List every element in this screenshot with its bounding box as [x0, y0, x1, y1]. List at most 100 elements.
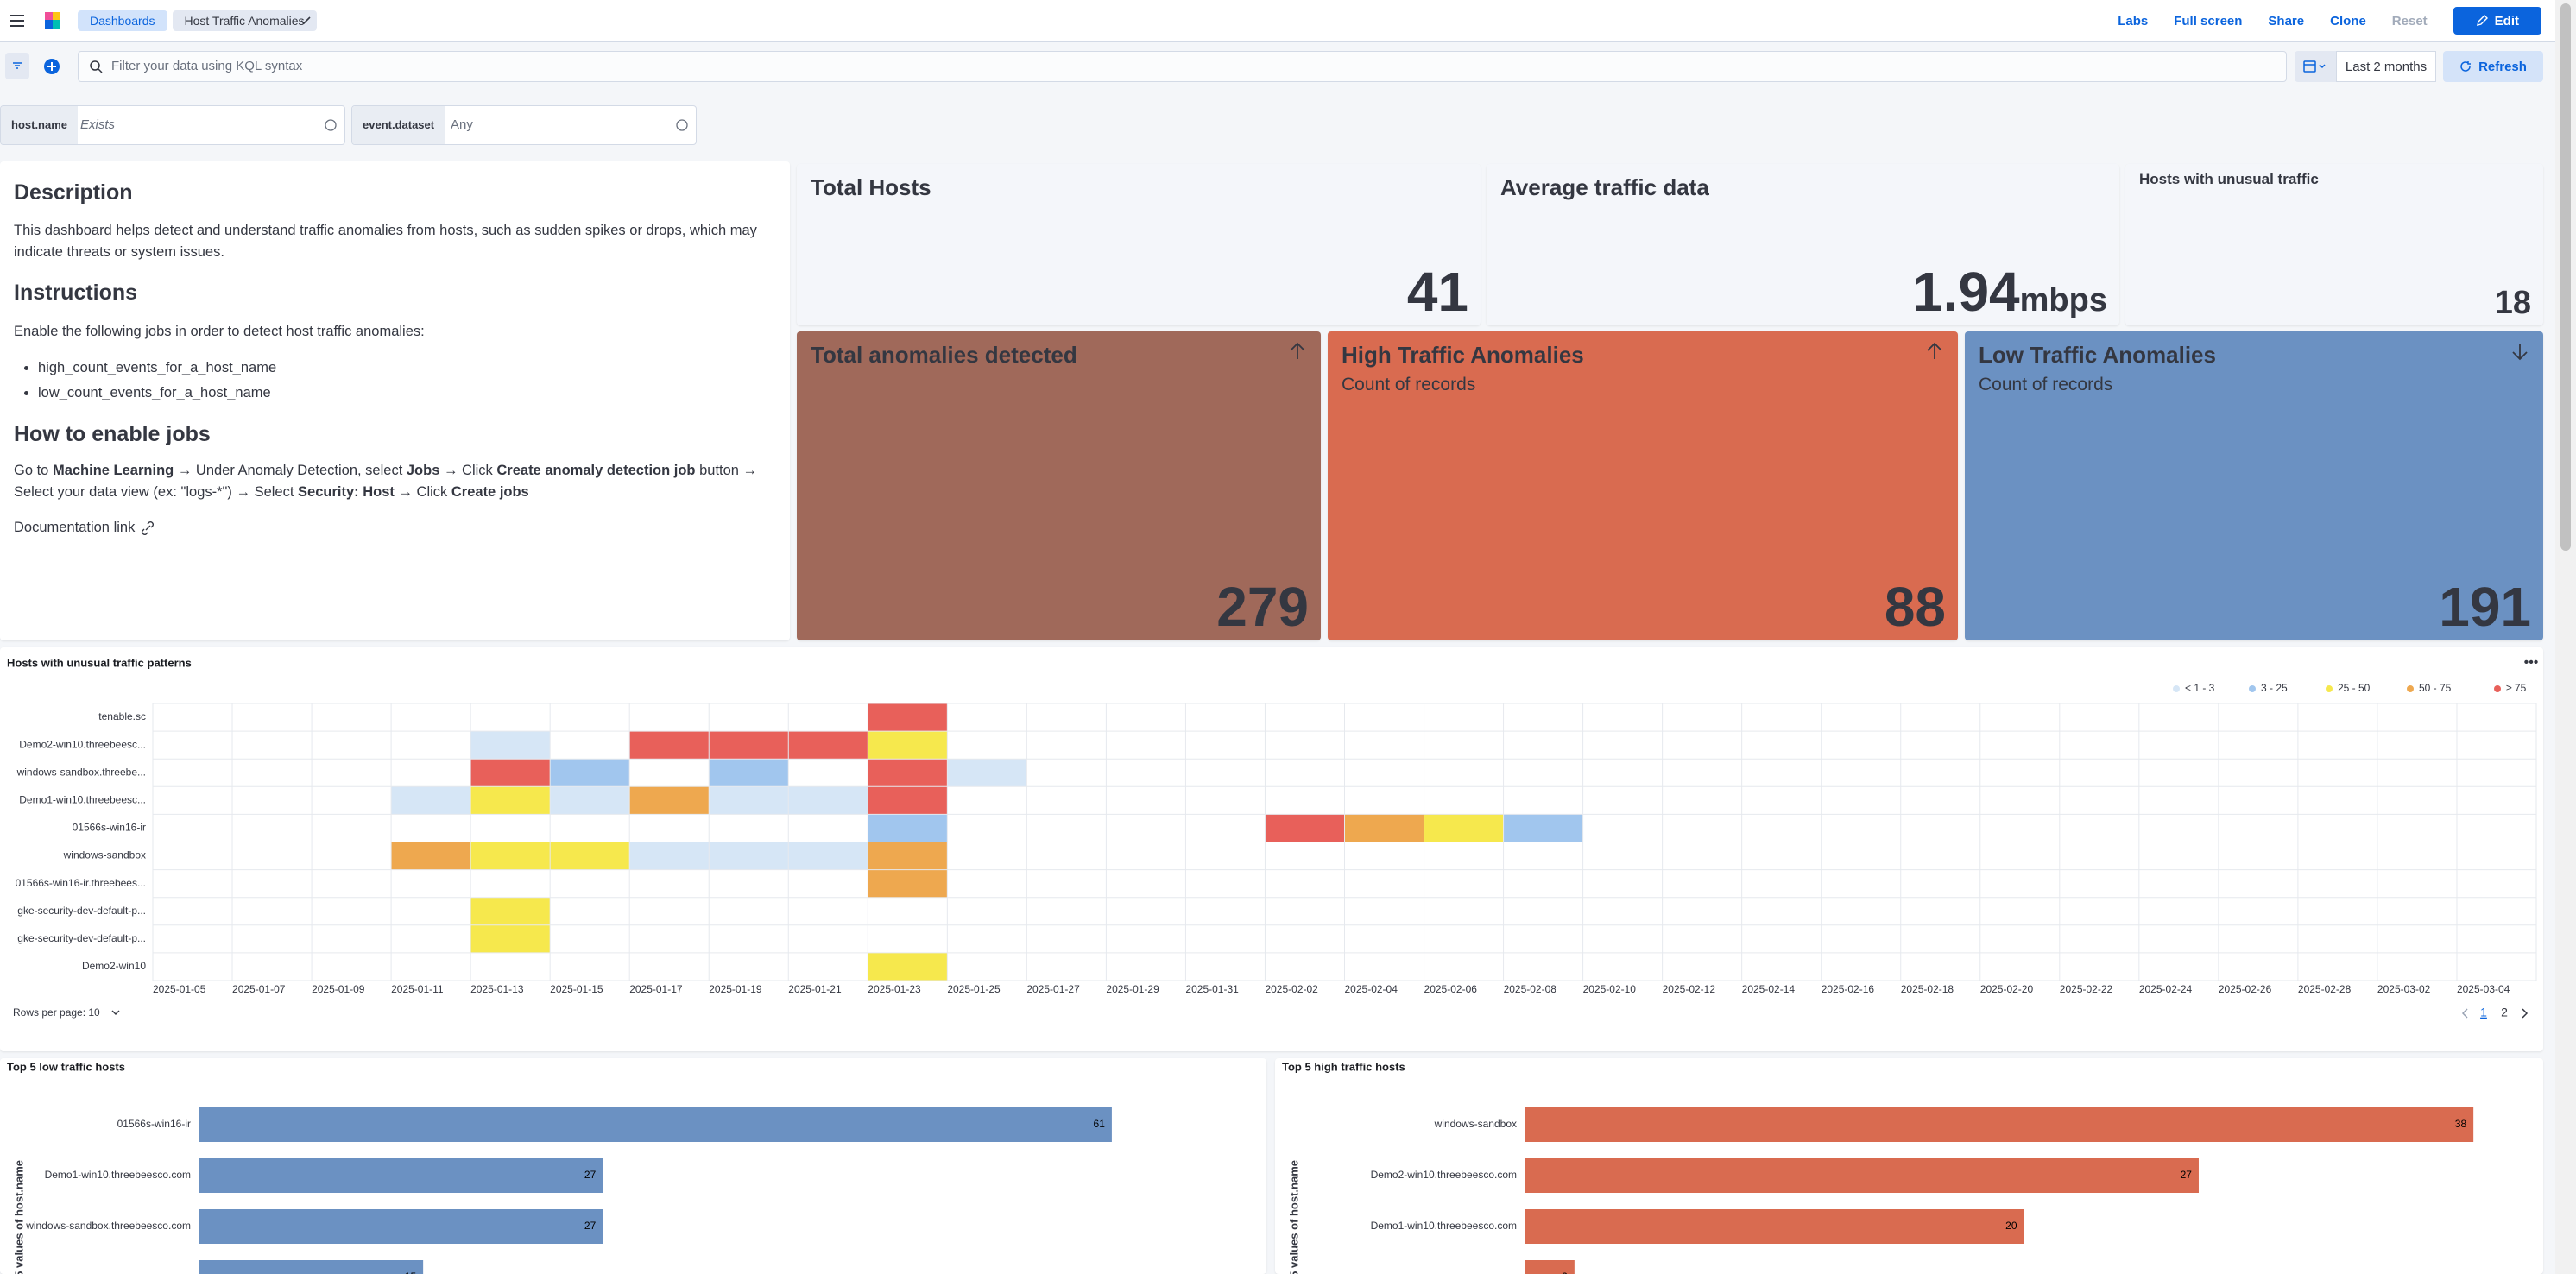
- heat-cell: [709, 842, 789, 870]
- x-tick-label: 2025-01-17: [629, 983, 683, 995]
- search-field[interactable]: Filter your data using KQL syntax: [78, 51, 2287, 82]
- scrollbar-thumb[interactable]: [2560, 3, 2571, 551]
- pencil-icon-part: [2476, 15, 2488, 26]
- metric-number: 191: [2439, 575, 2531, 638]
- action-button[interactable]: Labs: [2118, 13, 2149, 28]
- metric-card: Total Hosts 41: [797, 164, 1481, 325]
- legend-label: 25 - 50: [2338, 682, 2371, 694]
- trend-icon: [1290, 342, 1305, 359]
- metric-number: 41: [1406, 260, 1468, 323]
- action-button[interactable]: Clone: [2330, 13, 2366, 28]
- calendar-icon-part: [2319, 64, 2326, 69]
- action-button[interactable]: Share: [2268, 13, 2305, 28]
- doc-link[interactable]: Documentation link: [14, 517, 155, 539]
- heat-cell: [1503, 814, 1583, 842]
- time-range[interactable]: Last 2 months: [2336, 51, 2436, 82]
- add-filter-part: [47, 62, 56, 71]
- legend-label: ≥ 75: [2506, 682, 2527, 694]
- scrollbar: [2555, 0, 2576, 1274]
- filter-icon-part: [13, 62, 22, 69]
- control-clear-part: [676, 119, 688, 131]
- metric-title: Total Hosts: [811, 174, 931, 200]
- control[interactable]: host.name Exists: [0, 105, 345, 145]
- row-label: gke-security-dev-default-p...: [17, 932, 146, 944]
- action-button: Reset: [2391, 13, 2428, 28]
- bold-text: Create jobs: [451, 484, 529, 500]
- trend-icon-part: [2512, 344, 2528, 361]
- heat-cell: [709, 786, 789, 815]
- chart: Top 5 high traffic hosts Top 5 values of …: [1282, 1060, 2474, 1274]
- heat-cell: [470, 842, 551, 870]
- heading: How to enable jobs: [14, 422, 211, 446]
- legend-swatch: [2249, 685, 2256, 692]
- x-tick-label: 2025-02-22: [2060, 983, 2113, 995]
- row-label: Demo1-win10.threebeesc...: [19, 794, 146, 806]
- bar: [1525, 1209, 2024, 1244]
- heat-cell: [629, 842, 710, 870]
- heat-cell: [868, 786, 948, 815]
- x-tick-label: 2025-01-29: [1106, 983, 1159, 995]
- x-tick-label: 2025-01-21: [788, 983, 842, 995]
- breadcrumb: Host Traffic Anomalies: [172, 10, 317, 31]
- heading: Description: [14, 180, 133, 205]
- page-prev: [2461, 1008, 2468, 1019]
- page-number[interactable]: 1: [2480, 1006, 2487, 1019]
- bar: [1525, 1158, 2199, 1193]
- job-item: low_count_events_for_a_host_name: [38, 382, 773, 404]
- menu-icon[interactable]: [9, 12, 26, 29]
- row-label: windows-sandbox: [63, 849, 146, 861]
- heat-cell: [470, 924, 551, 953]
- bar-panel: Top 5 high traffic hosts Top 5 values of …: [1275, 1058, 2543, 1274]
- edit-button[interactable]: Edit: [2453, 7, 2541, 35]
- add-filter[interactable]: [41, 56, 62, 77]
- x-tick-label: 2025-02-16: [1822, 983, 1875, 995]
- logo: [45, 12, 60, 29]
- metric-value: 88: [1885, 576, 1946, 637]
- refresh-button[interactable]: Refresh: [2443, 51, 2543, 82]
- bar: [199, 1158, 603, 1193]
- heading: Instructions: [14, 281, 138, 305]
- legend-swatch: [2407, 685, 2414, 692]
- header: Dashboards Host Traffic Anomalies Labs Full…: [0, 0, 2555, 42]
- x-tick-label: 2025-01-11: [391, 983, 444, 995]
- action-button[interactable]: Full screen: [2174, 13, 2243, 28]
- search-placeholder: Filter your data using KQL syntax: [111, 59, 303, 73]
- logo-part: [45, 12, 53, 20]
- control-label: host.name: [1, 106, 79, 144]
- control-clear[interactable]: [675, 118, 689, 132]
- heat-cell: [868, 814, 948, 842]
- bar-panel: Top 5 low traffic hosts Top 5 values of h…: [0, 1058, 1266, 1274]
- breadcrumb[interactable]: Dashboards: [78, 10, 167, 31]
- row-label: Demo2-win10.threebeesc...: [19, 738, 146, 750]
- job-list: high_count_events_for_a_host_name low_cou…: [14, 357, 773, 407]
- logo-part: [53, 20, 60, 29]
- metric-card: Low Traffic Anomalies Count of records 191: [1965, 331, 2543, 640]
- filter-icon: [13, 62, 22, 69]
- heat-cell: [470, 786, 551, 815]
- value-label: 38: [2455, 1118, 2467, 1130]
- y-axis-label: Top 5 values of host.name: [12, 1160, 25, 1274]
- row-label: Demo2-win10: [82, 960, 146, 972]
- metric-title: Average traffic data: [1500, 174, 1709, 200]
- date-picker-button[interactable]: [2295, 51, 2336, 82]
- x-tick-label: 2025-02-28: [2298, 983, 2352, 995]
- panel-title: Hosts with unusual traffic patterns: [7, 656, 192, 669]
- control-clear[interactable]: [324, 118, 338, 132]
- category-label: Demo1-win10.threebeesco.com: [45, 1169, 191, 1181]
- row-label: windows-sandbox.threebe...: [16, 766, 146, 778]
- heat-cell: [709, 731, 789, 760]
- heat-cell: [947, 759, 1027, 787]
- trend-icon-part: [1927, 342, 1942, 359]
- page-number[interactable]: 2: [2501, 1006, 2508, 1019]
- heat-cell: [1265, 814, 1345, 842]
- rows-per-page: Rows per page: 10: [13, 1006, 100, 1019]
- legend-label: < 1 - 3: [2185, 682, 2215, 694]
- metric-value: 41: [1406, 260, 1468, 323]
- description-panel: Description This dashboard helps detect a…: [0, 161, 790, 640]
- filter-button[interactable]: [5, 53, 29, 79]
- control-value: Any: [451, 117, 473, 132]
- control[interactable]: event.dataset Any: [351, 105, 697, 145]
- value-label: 27: [2181, 1169, 2193, 1181]
- metric-subtitle: Count of records: [1979, 375, 2113, 394]
- bar: [199, 1209, 603, 1244]
